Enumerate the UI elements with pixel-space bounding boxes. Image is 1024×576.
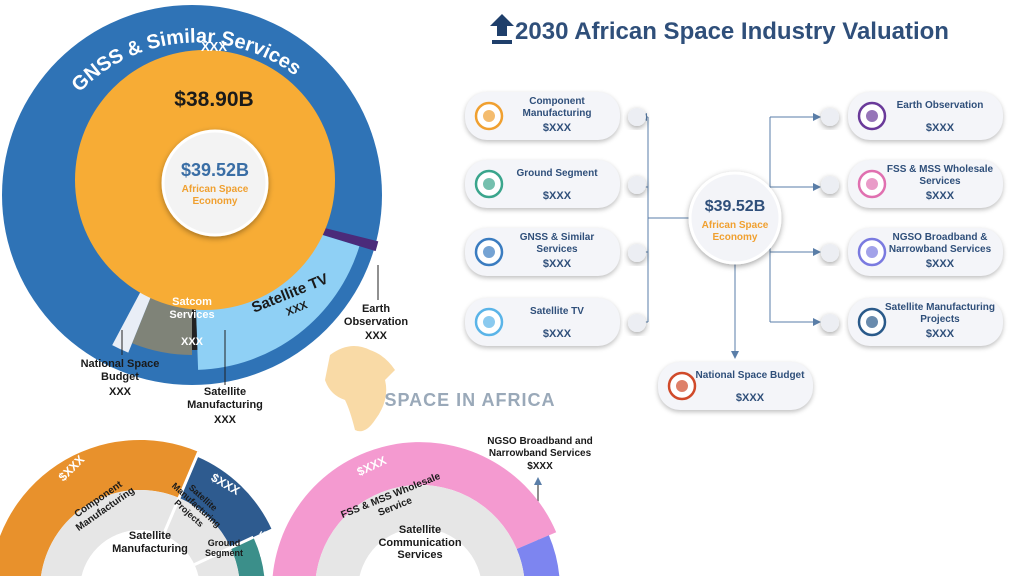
inner-ring xyxy=(41,490,239,576)
title-icon xyxy=(490,14,514,44)
node-name: GNSS & Similar Services xyxy=(519,232,595,255)
node-dot xyxy=(628,314,646,332)
label: XXX xyxy=(213,414,236,426)
node-icon-inner xyxy=(866,316,878,328)
ngso-arc xyxy=(516,535,560,576)
node-icon-inner xyxy=(676,380,688,392)
label: XXX xyxy=(364,330,387,342)
divider xyxy=(193,535,254,567)
satellite-manufacturing-slice xyxy=(192,304,198,350)
node-value: $XXX xyxy=(925,258,955,270)
node-name: National Space Budget xyxy=(695,370,805,381)
satcom-slice xyxy=(132,297,192,355)
node-name: Earth Observation xyxy=(896,100,984,111)
label: National Space Budget xyxy=(80,358,160,383)
label: XXX xyxy=(180,336,203,348)
africa-icon xyxy=(325,346,395,432)
divider xyxy=(162,451,200,536)
node-icon-inner xyxy=(483,316,495,328)
label: $XXX xyxy=(256,530,268,557)
node-value: $XXX xyxy=(542,190,572,202)
label: Satellite Manufacturing xyxy=(112,530,188,555)
node-icon-inner xyxy=(866,246,878,258)
node-dot xyxy=(821,314,839,332)
label: Earth Observation xyxy=(343,303,409,328)
label: Satellite Communication Services xyxy=(378,524,462,562)
node-icon-inner xyxy=(866,178,878,190)
fss-arc xyxy=(272,442,557,576)
inner-ring xyxy=(316,485,524,576)
center-disc xyxy=(359,528,481,576)
node-name: Component Manufacturing xyxy=(522,96,592,119)
node-value: $XXX xyxy=(735,392,765,404)
center-disc xyxy=(81,530,199,576)
node-name: Satellite TV xyxy=(530,306,584,317)
earth-observation-slice xyxy=(316,226,379,252)
watermark: SPACE IN AFRICA xyxy=(384,390,556,410)
node-icon-inner xyxy=(483,246,495,258)
node-value: $XXX xyxy=(542,122,572,134)
label: Ground Segment xyxy=(204,538,243,559)
title: 2030 African Space Industry Valuation xyxy=(515,18,949,45)
node-value: $XXX xyxy=(925,122,955,134)
label: XXX xyxy=(200,39,227,54)
node-icon-inner xyxy=(483,110,495,122)
node-value: $XXX xyxy=(542,258,572,270)
label: Satellite Manufacturing xyxy=(187,386,263,411)
node-value: $XXX xyxy=(542,328,572,340)
label: NGSO Broadband and Narrowband Services xyxy=(487,436,593,459)
label: African Space Economy xyxy=(181,184,249,207)
node-name: NGSO Broadband & Narrowband Services xyxy=(888,232,992,255)
node-icon-inner xyxy=(866,110,878,122)
node-dot xyxy=(628,176,646,194)
ring-total: $38.90B xyxy=(174,88,254,111)
label: XXX xyxy=(108,386,131,398)
node-dot xyxy=(821,244,839,262)
node-icon-inner xyxy=(483,178,495,190)
projects-arc xyxy=(179,456,272,548)
label: African Space Economy xyxy=(701,220,769,243)
node-value: $XXX xyxy=(925,328,955,340)
center-value: $39.52B xyxy=(180,160,250,180)
node-dot xyxy=(821,176,839,194)
node-dot xyxy=(628,108,646,126)
component-arc xyxy=(0,439,199,576)
ground-arc xyxy=(230,537,265,576)
node-value: $XXX xyxy=(925,190,955,202)
hub-value: $39.52B xyxy=(704,198,766,215)
node-dot xyxy=(821,108,839,126)
node-dot xyxy=(628,244,646,262)
satellite-tv-slice xyxy=(195,227,360,370)
label: $XXX xyxy=(527,461,553,472)
hub-circle xyxy=(688,171,782,265)
node-name: FSS & MSS Wholesale Services xyxy=(886,164,994,187)
center-circle xyxy=(161,129,269,237)
node-name: Satellite Manufacturing Projects xyxy=(885,302,996,325)
node-name: Ground Segment xyxy=(516,168,598,179)
label: Satcom Services xyxy=(169,296,215,321)
